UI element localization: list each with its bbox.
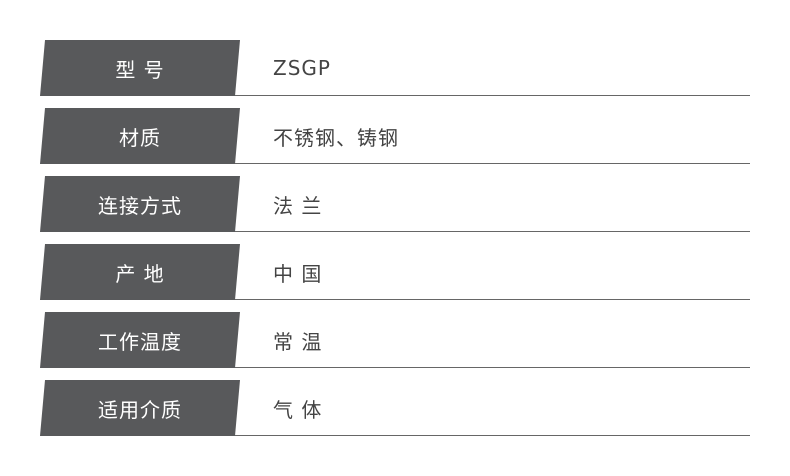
spec-value: 气 体 <box>273 397 323 422</box>
spec-label: 适用介质 <box>40 380 240 436</box>
spec-value: 常 温 <box>273 329 323 354</box>
spec-label: 型 号 <box>40 40 240 96</box>
row-divider <box>235 367 750 368</box>
spec-row-material: 材质 不锈钢、铸钢 <box>40 108 750 164</box>
row-divider <box>235 231 750 232</box>
spec-row-medium: 适用介质 气 体 <box>40 380 750 436</box>
row-divider <box>235 95 750 96</box>
spec-label: 连接方式 <box>40 176 240 232</box>
row-divider <box>235 299 750 300</box>
spec-row-temperature: 工作温度 常 温 <box>40 312 750 368</box>
row-divider <box>235 163 750 164</box>
spec-label: 工作温度 <box>40 312 240 368</box>
row-divider <box>235 435 750 436</box>
spec-value: 不锈钢、铸钢 <box>273 125 399 150</box>
spec-label: 产 地 <box>40 244 240 300</box>
spec-row-model: 型 号 ZSGP <box>40 40 750 96</box>
spec-row-origin: 产 地 中 国 <box>40 244 750 300</box>
spec-row-connection: 连接方式 法 兰 <box>40 176 750 232</box>
spec-value: 中 国 <box>273 261 323 286</box>
spec-value: 法 兰 <box>273 193 323 218</box>
spec-label: 材质 <box>40 108 240 164</box>
spec-value: ZSGP <box>273 56 331 80</box>
